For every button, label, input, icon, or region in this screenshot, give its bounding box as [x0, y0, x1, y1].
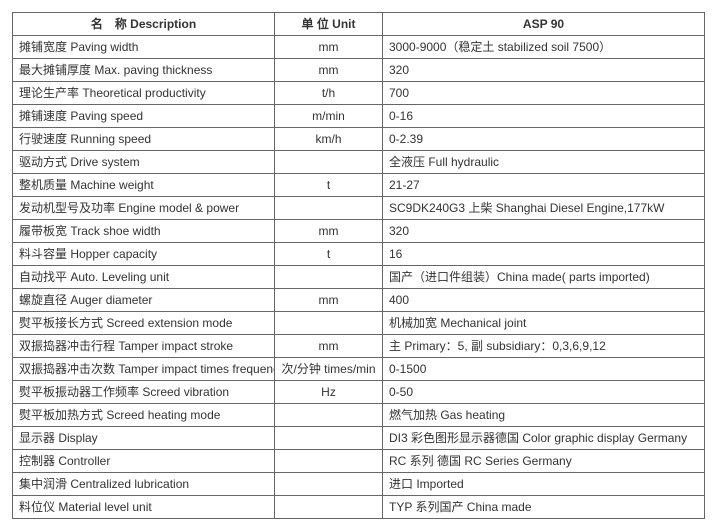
table-row: 整机质量 Machine weightt21-27 [13, 174, 705, 197]
table-row: 摊铺宽度 Paving widthmm3000-9000（稳定土 stabili… [13, 36, 705, 59]
cell-description: 行驶速度 Running speed [13, 128, 275, 151]
cell-value: 320 [383, 220, 705, 243]
cell-description: 自动找平 Auto. Leveling unit [13, 266, 275, 289]
cell-value: 700 [383, 82, 705, 105]
col-unit: 单 位 Unit [275, 13, 383, 36]
col-description: 名 称 Description [13, 13, 275, 36]
table-row: 熨平板接长方式 Screed extension mode 机械加宽 Mechan… [13, 312, 705, 335]
cell-description: 摊铺宽度 Paving width [13, 36, 275, 59]
table-row: 料斗容量 Hopper capacityt16 [13, 243, 705, 266]
cell-description: 整机质量 Machine weight [13, 174, 275, 197]
cell-unit [275, 197, 383, 220]
cell-description: 理论生产率 Theoretical productivity [13, 82, 275, 105]
cell-unit [275, 404, 383, 427]
cell-value: 燃气加热 Gas heating [383, 404, 705, 427]
table-row: 双振捣器冲击行程 Tamper impact strokemm主 Primary… [13, 335, 705, 358]
cell-unit: t [275, 243, 383, 266]
cell-unit [275, 496, 383, 519]
cell-unit: mm [275, 36, 383, 59]
cell-unit: m/min [275, 105, 383, 128]
cell-unit [275, 473, 383, 496]
table-row: 理论生产率 Theoretical productivityt/h700 [13, 82, 705, 105]
table-row: 行驶速度 Running speedkm/h0-2.39 [13, 128, 705, 151]
cell-value: 机械加宽 Mechanical joint [383, 312, 705, 335]
cell-description: 料位仪 Material level unit [13, 496, 275, 519]
cell-value: 320 [383, 59, 705, 82]
cell-value: 0-50 [383, 381, 705, 404]
cell-unit: mm [275, 289, 383, 312]
cell-unit: mm [275, 59, 383, 82]
cell-description: 熨平板加热方式 Screed heating mode [13, 404, 275, 427]
table-row: 自动找平 Auto. Leveling unit 国产（进口件组装）China m… [13, 266, 705, 289]
spec-table: 名 称 Description 单 位 Unit ASP 90 摊铺宽度 Pav… [12, 12, 705, 519]
table-row: 摊铺速度 Paving speedm/min0-16 [13, 105, 705, 128]
cell-description: 显示器 Display [13, 427, 275, 450]
cell-unit [275, 266, 383, 289]
cell-unit: 次/分钟 times/min [275, 358, 383, 381]
table-row: 履带板宽 Track shoe widthmm320 [13, 220, 705, 243]
table-row: 双振捣器冲击次数 Tamper impact times frequency次/… [13, 358, 705, 381]
cell-value: 16 [383, 243, 705, 266]
cell-value: SC9DK240G3 上柴 Shanghai Diesel Engine,177… [383, 197, 705, 220]
cell-unit: mm [275, 335, 383, 358]
cell-value: RC 系列 德国 RC Series Germany [383, 450, 705, 473]
cell-unit [275, 151, 383, 174]
cell-description: 双振捣器冲击次数 Tamper impact times frequency [13, 358, 275, 381]
cell-unit [275, 450, 383, 473]
cell-value: TYP 系列国产 China made [383, 496, 705, 519]
table-row: 发动机型号及功率 Engine model & power SC9DK240G3 … [13, 197, 705, 220]
cell-description: 螺旋直径 Auger diameter [13, 289, 275, 312]
table-row: 集中润滑 Centralized lubrication 进口 Imported [13, 473, 705, 496]
table-header-row: 名 称 Description 单 位 Unit ASP 90 [13, 13, 705, 36]
cell-value: 国产（进口件组装）China made( parts imported) [383, 266, 705, 289]
cell-description: 料斗容量 Hopper capacity [13, 243, 275, 266]
cell-unit: Hz [275, 381, 383, 404]
cell-description: 双振捣器冲击行程 Tamper impact stroke [13, 335, 275, 358]
cell-description: 摊铺速度 Paving speed [13, 105, 275, 128]
cell-unit [275, 427, 383, 450]
cell-description: 最大摊铺厚度 Max. paving thickness [13, 59, 275, 82]
cell-unit: t [275, 174, 383, 197]
cell-unit: mm [275, 220, 383, 243]
cell-description: 驱动方式 Drive system [13, 151, 275, 174]
table-row: 最大摊铺厚度 Max. paving thicknessmm320 [13, 59, 705, 82]
cell-description: 熨平板接长方式 Screed extension mode [13, 312, 275, 335]
cell-unit: t/h [275, 82, 383, 105]
col-asp90: ASP 90 [383, 13, 705, 36]
cell-description: 集中润滑 Centralized lubrication [13, 473, 275, 496]
table-row: 熨平板加热方式 Screed heating mode 燃气加热 Gas heat… [13, 404, 705, 427]
cell-value: 0-1500 [383, 358, 705, 381]
cell-value: 0-2.39 [383, 128, 705, 151]
table-row: 显示器 Display DI3 彩色图形显示器德国 Color graphic d… [13, 427, 705, 450]
cell-value: 3000-9000（稳定土 stabilized soil 7500） [383, 36, 705, 59]
cell-value: 进口 Imported [383, 473, 705, 496]
cell-unit: km/h [275, 128, 383, 151]
cell-value: DI3 彩色图形显示器德国 Color graphic display Germ… [383, 427, 705, 450]
cell-value: 全液压 Full hydraulic [383, 151, 705, 174]
cell-unit [275, 312, 383, 335]
cell-description: 熨平板振动器工作频率 Screed vibration [13, 381, 275, 404]
table-row: 螺旋直径 Auger diametermm400 [13, 289, 705, 312]
cell-value: 0-16 [383, 105, 705, 128]
cell-description: 控制器 Controller [13, 450, 275, 473]
cell-value: 400 [383, 289, 705, 312]
table-row: 驱动方式 Drive system 全液压 Full hydraulic [13, 151, 705, 174]
cell-description: 履带板宽 Track shoe width [13, 220, 275, 243]
table-row: 控制器 Controller RC 系列 德国 RC Series Germany [13, 450, 705, 473]
cell-value: 21-27 [383, 174, 705, 197]
cell-description: 发动机型号及功率 Engine model & power [13, 197, 275, 220]
table-row: 料位仪 Material level unit TYP 系列国产 China ma… [13, 496, 705, 519]
cell-value: 主 Primary：5, 副 subsidiary：0,3,6,9,12 [383, 335, 705, 358]
table-row: 熨平板振动器工作频率 Screed vibrationHz0-50 [13, 381, 705, 404]
